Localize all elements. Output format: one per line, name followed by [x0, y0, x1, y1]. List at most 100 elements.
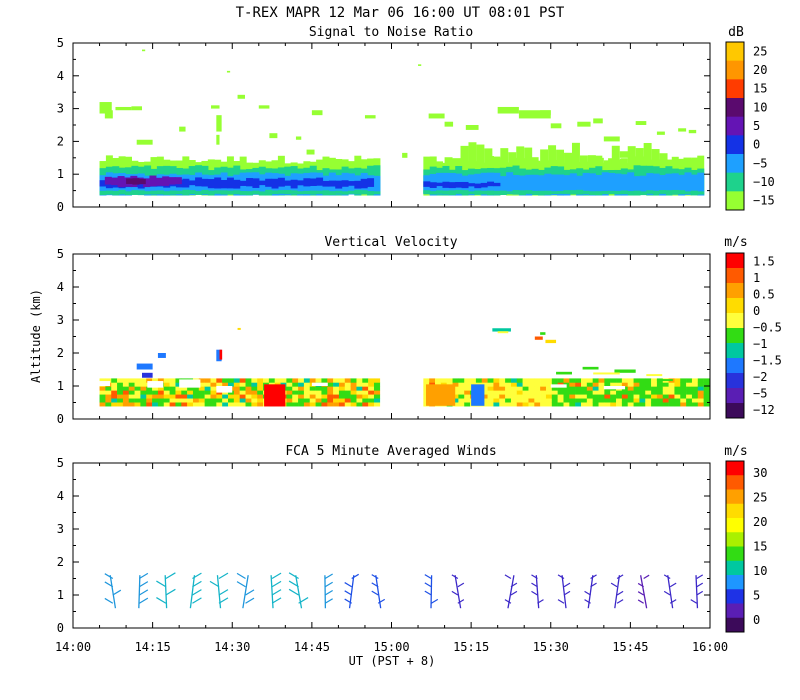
- velocity-cell: [298, 390, 305, 395]
- snr-cell: [163, 191, 171, 195]
- velocity-cell: [464, 386, 471, 391]
- snr-cell: [619, 151, 631, 158]
- colorbar-swatch: [726, 154, 744, 174]
- snr-cell: [564, 152, 572, 165]
- velocity-cell: [697, 390, 704, 395]
- wind-barb-flag: [377, 598, 386, 604]
- snr-cell: [516, 146, 525, 165]
- x-axis-label: UT (PST + 8): [349, 654, 436, 668]
- velocity-cell: [140, 378, 147, 383]
- wind-barb-flag: [271, 572, 282, 580]
- snr-colorbar: 25 20 15 10 5 0 −5 −10 −15: [725, 41, 775, 211]
- velocity-cell: [557, 398, 564, 403]
- velocity-cell: [452, 386, 459, 391]
- snr-cell: [284, 190, 292, 195]
- velocity-cell: [321, 386, 328, 391]
- snr-cell: [603, 136, 620, 142]
- velocity-cell: [651, 398, 658, 403]
- snr-cell: [316, 177, 324, 186]
- snr-units: dB: [728, 25, 744, 40]
- velocity-cell: [616, 394, 623, 399]
- snr-cell: [188, 180, 196, 186]
- velocity-cell: [210, 378, 217, 383]
- snr-cell: [460, 145, 469, 165]
- snr-cell: [233, 179, 241, 189]
- snr-cell: [608, 190, 616, 195]
- velocity-cell: [581, 382, 588, 387]
- wind-barb-shaft: [138, 575, 141, 609]
- velocity-cell: [237, 327, 241, 330]
- velocity-cell: [280, 378, 287, 383]
- wind-barb-flag: [371, 582, 379, 588]
- velocity-cell: [575, 390, 582, 395]
- snr-cell: [277, 177, 285, 187]
- velocity-cell: [219, 349, 223, 360]
- colorbar-tick-label: 15: [753, 540, 767, 554]
- velocity-cell: [216, 398, 223, 403]
- velocity-cell: [163, 378, 170, 383]
- velocity-cell: [327, 398, 334, 403]
- velocity-cell: [99, 394, 106, 399]
- winds-units: m/s: [724, 444, 747, 459]
- velocity-cell: [122, 398, 130, 403]
- velocity-cell: [674, 386, 681, 391]
- wind-barb-flag: [271, 589, 282, 596]
- velocity-cell: [338, 402, 346, 407]
- snr-cell: [118, 189, 126, 195]
- velocity-cell: [540, 386, 547, 391]
- velocity-cell: [216, 394, 223, 399]
- snr-cell: [691, 157, 700, 165]
- velocity-cell: [239, 394, 246, 399]
- snr-cell: [678, 174, 686, 196]
- velocity-cell: [152, 390, 159, 395]
- wind-barb-shaft: [561, 575, 567, 609]
- velocity-cell: [356, 378, 363, 383]
- wind-barb-flag: [616, 590, 624, 596]
- velocity-cell: [338, 394, 346, 399]
- snr-cell: [548, 145, 557, 165]
- colorbar-swatch: [726, 358, 744, 374]
- velocity-cell: [645, 382, 652, 387]
- velocity-cell: [557, 402, 564, 407]
- snr-cell: [335, 190, 343, 194]
- wind-barb-flag: [590, 574, 597, 580]
- wind-barb-flag: [424, 590, 432, 596]
- wind-barb-flag: [457, 582, 465, 588]
- snr-cell: [105, 190, 113, 195]
- velocity-cell: [99, 398, 106, 403]
- velocity-cell: [264, 384, 286, 407]
- velocity-cell: [140, 386, 147, 391]
- velocity-cell: [493, 386, 500, 391]
- velocity-cell: [551, 378, 558, 383]
- y-tick-label: 5: [57, 247, 64, 261]
- velocity-gap: [179, 379, 201, 388]
- snr-cell: [444, 157, 453, 165]
- winds-plot-frame: [72, 462, 711, 629]
- velocity-cell: [545, 390, 553, 395]
- velocity-cell: [569, 398, 576, 403]
- velocity-cell: [239, 390, 246, 395]
- wind-barb-flag: [324, 598, 333, 604]
- velocity-cell: [557, 386, 564, 391]
- snr-cell: [493, 182, 501, 187]
- snr-cell: [354, 180, 362, 189]
- velocity-cell: [373, 394, 381, 399]
- wind-barb-flag: [563, 582, 571, 588]
- snr-cell: [207, 190, 215, 195]
- snr-cell: [577, 121, 591, 127]
- velocity-cell: [368, 394, 375, 399]
- velocity-cell: [362, 378, 369, 383]
- snr-cell: [201, 178, 209, 187]
- velocity-cell: [344, 390, 351, 395]
- velocity-cell: [627, 390, 634, 395]
- velocity-cell: [222, 394, 229, 399]
- velocity-cell: [586, 394, 593, 399]
- velocity-cell: [163, 398, 170, 403]
- snr-cell: [619, 158, 628, 165]
- snr-cell: [303, 190, 311, 195]
- snr-cell: [162, 176, 170, 186]
- velocity-cell: [257, 394, 264, 399]
- wind-barb-flag: [431, 598, 439, 604]
- snr-cell: [614, 173, 622, 196]
- wind-barb-flag: [156, 597, 167, 604]
